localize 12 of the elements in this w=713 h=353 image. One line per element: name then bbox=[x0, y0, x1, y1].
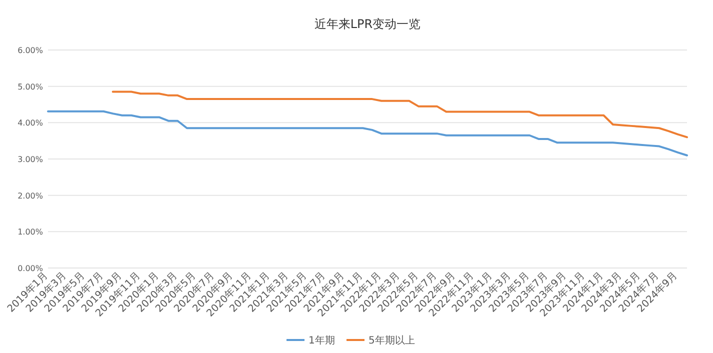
y-tick-label: 2.00% bbox=[18, 191, 44, 200]
y-tick-label: 1.00% bbox=[18, 228, 44, 237]
y-tick-label: 4.00% bbox=[18, 118, 44, 128]
y-tick-label: 5.00% bbox=[18, 82, 44, 92]
line-series bbox=[47, 110, 688, 156]
y-tick-label: 3.00% bbox=[18, 155, 44, 164]
y-tick-label: 6.00% bbox=[18, 46, 44, 55]
chart-title: 近年来LPR变动一览 bbox=[314, 17, 421, 31]
y-tick-label: 0.00% bbox=[18, 264, 44, 273]
legend-label: 1年期 bbox=[308, 334, 335, 346]
legend-label: 5年期以上 bbox=[368, 334, 415, 346]
line-series bbox=[112, 90, 688, 138]
